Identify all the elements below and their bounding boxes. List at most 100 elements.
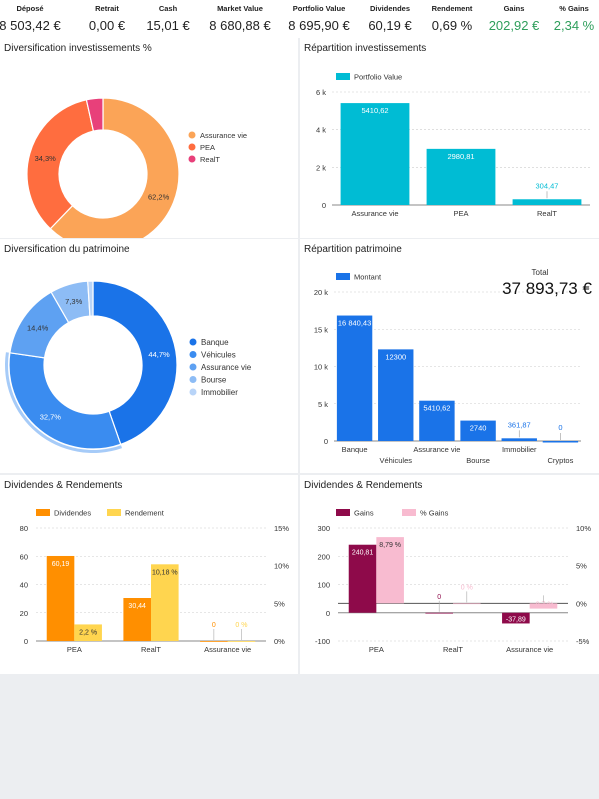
bar-data-label: 16 840,43 [338, 319, 371, 328]
kpi-label: Rendement [431, 4, 473, 13]
kpi-value: 8 680,88 € [209, 18, 271, 33]
kpi-value: 0,00 € [88, 18, 126, 33]
panel-title: Diversification du patrimoine [4, 244, 130, 255]
y-tick-label: -100 [315, 637, 330, 646]
bar-data-label: 0 [558, 423, 562, 432]
y-tick-label: 5 k [318, 400, 328, 409]
legend-label: Assurance vie [200, 131, 247, 140]
kpi-value: 8 503,42 € [0, 18, 61, 33]
legend-marker [189, 351, 197, 358]
y2-tick-label: 10% [576, 524, 591, 533]
bar-realt [512, 199, 582, 205]
legend-label: Véhicules [201, 351, 236, 360]
donut-chart-investissements: 62,2% 34,3% Assurance vie PEA RealT [26, 97, 247, 238]
donut-slice-assurance-vie [49, 97, 180, 238]
legend-label: Rendement [125, 509, 165, 518]
panel-title: Répartition investissements [304, 43, 427, 54]
y-tick-label: 200 [317, 552, 330, 561]
kpi-label: Retrait [95, 4, 119, 13]
bar-data-label: 0 % [461, 584, 473, 591]
bar-data-label: 8,79 % [379, 542, 401, 549]
donut-data-label: 14,4% [27, 323, 49, 332]
x-tick-label: PEA [67, 645, 82, 654]
panel-gains: Dividendes & Rendements -100 0 100 200 300 -5… [300, 475, 599, 674]
legend-marker [189, 388, 197, 396]
bar-bourse [460, 420, 496, 441]
bar-gains-assurance-vie [502, 612, 530, 624]
donut-data-label: 32,7% [40, 413, 62, 422]
legend-label: Immobilier [201, 388, 238, 397]
panel-title: Dividendes & Rendements [4, 480, 123, 491]
bar-data-label: 10,18 % [152, 569, 178, 576]
legend-marker [402, 509, 416, 516]
panel-title: Diversification investissements % [4, 43, 152, 54]
y-tick-label: 0 [322, 201, 326, 210]
x-tick-label: PEA [369, 645, 384, 654]
x-tick-label: RealT [537, 209, 557, 218]
kpi-value: 60,19 € [368, 18, 412, 33]
x-tick-label: PEA [453, 209, 468, 218]
bar-data-label: 2,2 % [79, 629, 97, 636]
panel-title: Dividendes & Rendements [304, 480, 423, 491]
bar-chart-gains: -100 0 100 200 300 -5% 0% 5% 10% 240,81 8,79 % PEA 0… [315, 509, 591, 655]
kpi-gains: Gains 202,92 € [483, 0, 545, 38]
y2-tick-label: -5% [576, 637, 590, 646]
donut-slice-highlight [4, 352, 122, 453]
legend-label: Montant [354, 273, 382, 282]
bar-data-label: 0 % [235, 622, 247, 629]
kpi-label: Market Value [217, 4, 263, 13]
bar-data-label: 2980,81 [447, 152, 474, 161]
y-tick-label: 4 k [316, 126, 326, 135]
donut-slice-immobilier [87, 280, 94, 317]
page-footer-area [0, 674, 599, 799]
panel-title: Répartition patrimoine [304, 244, 402, 255]
y-tick-label: 300 [317, 524, 330, 533]
bar-data-label: 5410,62 [423, 404, 450, 413]
bar--gains-assurance-vie [529, 603, 558, 609]
y-tick-label: 0 [24, 637, 28, 646]
legend-label: Dividendes [54, 509, 91, 518]
bar-dividendes-pea [46, 555, 75, 641]
legend-marker [336, 273, 350, 280]
kpi-dividendes: Dividendes 60,19 € [357, 0, 423, 38]
legend-marker [188, 155, 196, 163]
y2-tick-label: 15% [274, 524, 289, 533]
x-tick-label: Assurance vie [351, 209, 398, 218]
bar-data-label: 2740 [470, 424, 487, 433]
bar-chart-investissements: 0 2 k 4 k 6 k 5410,62 Assurance vie 2980,81 PEA… [316, 73, 590, 218]
kpi-label: Cash [158, 4, 178, 13]
bar-gains-realt [425, 612, 453, 614]
bar-data-label: -0,7 % [533, 602, 553, 609]
bar-data-label: -37,89 [506, 616, 526, 623]
x-tick-label: RealT [443, 645, 463, 654]
panel-diversification-patrimoine: Diversification du patrimoine 44,7% 32,7%… [0, 239, 298, 473]
legend-marker [189, 363, 197, 371]
legend-marker [189, 376, 197, 383]
x-tick-label: Véhicules [379, 456, 412, 465]
donut-slice-banque [92, 280, 178, 446]
legend-marker [107, 509, 121, 516]
bar-pea [426, 148, 496, 205]
legend-marker [36, 509, 50, 516]
legend-label: Assurance vie [201, 363, 252, 372]
y-tick-label: 6 k [316, 88, 326, 97]
bar-véhicules [378, 349, 414, 441]
y-tick-label: 0 [326, 609, 330, 618]
bar-chart-dividendes: 0 20 40 60 80 0% 5% 10% 15% 60,19 2,2 % PEA 30,44 10,… [20, 509, 290, 655]
x-tick-label: Assurance vie [506, 645, 553, 654]
kpi-value: 202,92 € [488, 18, 540, 33]
donut-data-label: 7,3% [65, 297, 82, 306]
bar-immobilier [501, 438, 537, 441]
donut-data-label: 62,2% [148, 192, 170, 201]
bar-data-label: 240,81 [352, 550, 374, 557]
bar-rendement-assurance-vie [227, 641, 256, 642]
panel-dividendes-rendements: Dividendes & Rendements 0 20 40 60 80 0% 5% 10%… [0, 475, 298, 674]
kpi-déposé: Déposé 8 503,42 € [0, 0, 63, 38]
bar-data-label: 60,19 [52, 561, 70, 568]
bar-rendement-pea [74, 624, 102, 641]
kpi-portfolio-value: Portfolio Value 8 695,90 € [281, 0, 357, 38]
y-tick-label: 60 [20, 552, 28, 561]
bar-cryptos [542, 441, 579, 443]
legend-marker [336, 509, 350, 516]
panel-diversification-investissements: Diversification investissements % 62,2% 3… [0, 38, 298, 238]
